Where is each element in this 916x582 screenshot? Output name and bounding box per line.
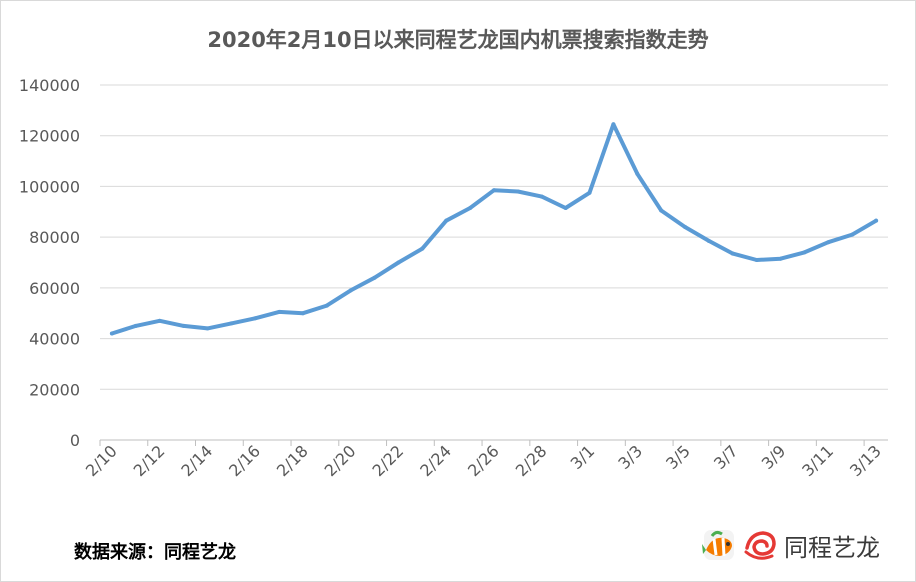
data-point	[492, 188, 496, 193]
x-tick-label: 2/18	[273, 441, 312, 480]
y-tick-label: 60000	[29, 279, 80, 298]
data-point	[730, 251, 735, 256]
data-point	[563, 205, 568, 210]
x-tick-label: 3/11	[798, 441, 837, 480]
x-tick-label: 3/5	[662, 441, 694, 473]
data-point	[802, 250, 807, 255]
x-tick-label: 2/20	[321, 441, 360, 480]
y-tick-label: 80000	[29, 228, 80, 247]
brand-name: 同程艺龙	[784, 534, 880, 562]
x-tick-label: 2/14	[177, 441, 216, 480]
x-tick-label: 3/3	[614, 441, 646, 473]
data-point	[754, 257, 759, 262]
data-point	[539, 194, 544, 199]
data-point	[157, 318, 162, 323]
data-point	[109, 331, 114, 336]
x-tick-label: 2/16	[225, 441, 264, 480]
data-point	[778, 256, 783, 261]
y-tick-label: 140000	[19, 76, 80, 95]
x-tick-label: 2/10	[82, 441, 121, 480]
x-tick-label: 3/9	[758, 441, 790, 473]
data-point	[659, 208, 664, 213]
series-layer	[109, 122, 879, 336]
x-tick-label: 2/12	[130, 441, 169, 480]
chart-title: 2020年2月10日以来同程艺龙国内机票搜索指数走势	[207, 28, 708, 52]
y-tick-label: 120000	[19, 127, 80, 146]
x-tick-label: 2/26	[464, 441, 503, 480]
data-point	[420, 246, 425, 251]
data-point	[515, 189, 520, 194]
data-point	[468, 205, 473, 210]
data-point	[300, 311, 305, 316]
x-tick-label: 2/22	[368, 441, 407, 480]
y-tick-labels: 0 20000 40000 60000 80000 100000 120000 140000	[19, 76, 80, 450]
data-point	[611, 122, 616, 127]
data-point	[826, 240, 831, 245]
x-tick-label: 2/24	[416, 441, 455, 480]
data-point	[874, 218, 879, 223]
x-tick-label: 2/28	[512, 441, 551, 480]
clownfish-logo-icon	[702, 530, 734, 560]
data-point	[372, 275, 377, 280]
x-tick-label: 3/7	[710, 441, 742, 473]
x-tick-label: 3/13	[846, 441, 885, 480]
data-point	[587, 190, 592, 195]
swirl-logo-icon	[744, 530, 776, 560]
data-point	[229, 321, 234, 326]
axes	[99, 439, 888, 446]
grid-lines	[100, 84, 888, 390]
data-source-label: 数据来源：同程艺龙	[74, 542, 236, 563]
data-point	[706, 238, 711, 243]
data-point	[277, 309, 282, 314]
data-point	[133, 323, 138, 328]
y-tick-label: 100000	[19, 177, 80, 196]
y-tick-label: 0	[70, 431, 80, 450]
data-point	[683, 225, 688, 229]
data-point	[635, 171, 640, 176]
data-point	[324, 303, 329, 308]
y-tick-label: 20000	[29, 380, 80, 399]
data-point	[348, 288, 353, 293]
data-point	[181, 323, 186, 328]
brand-logo: 同程艺龙	[700, 522, 900, 568]
data-point	[396, 260, 401, 265]
data-point	[444, 218, 449, 223]
y-tick-label: 40000	[29, 330, 80, 349]
x-tick-label: 3/1	[567, 441, 599, 473]
x-tick-labels: 2/10 2/12 2/14 2/16 2/18 2/20 2/22 2/24 2/26 2/28…	[82, 441, 885, 480]
data-point	[850, 232, 855, 237]
series-line	[109, 122, 879, 336]
data-point	[253, 316, 258, 321]
data-point	[205, 326, 210, 331]
